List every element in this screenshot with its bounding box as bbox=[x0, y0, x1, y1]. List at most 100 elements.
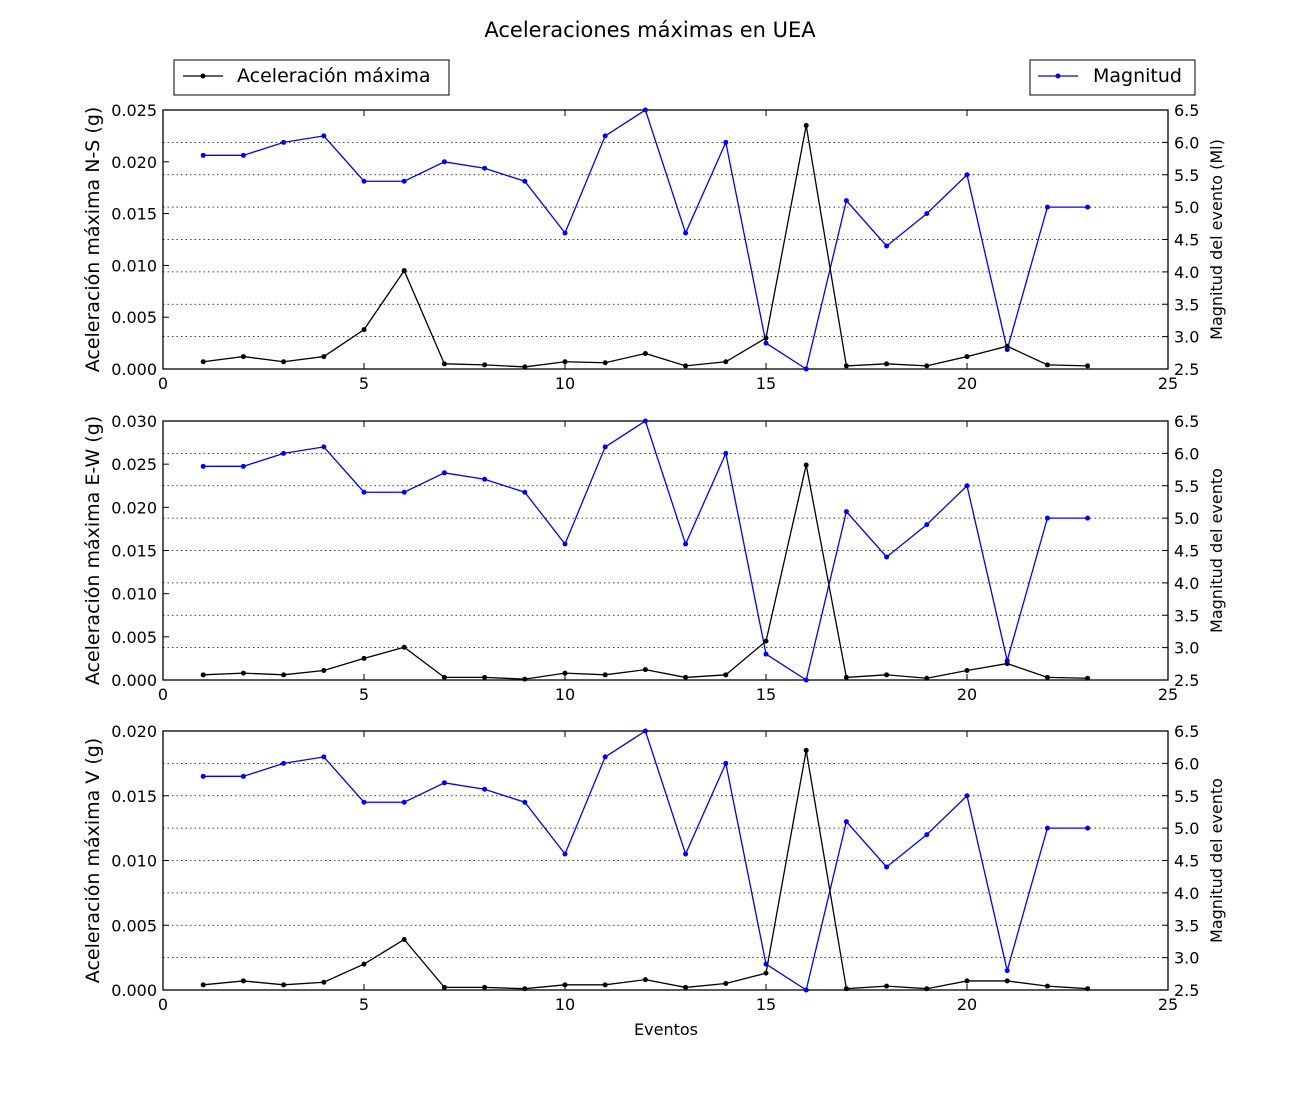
y-right-tick-label: 4.5 bbox=[1174, 231, 1199, 250]
acceleration-point bbox=[723, 981, 729, 987]
acceleration-point bbox=[441, 674, 447, 680]
magnitude-point bbox=[401, 799, 407, 805]
acceleration-point bbox=[361, 655, 367, 661]
magnitude-point bbox=[240, 152, 246, 158]
magnitude-point bbox=[803, 987, 809, 993]
acceleration-point bbox=[240, 978, 246, 984]
y-tick-label: 0.020 bbox=[111, 498, 157, 517]
y-right-tick-label: 5.0 bbox=[1174, 509, 1199, 528]
plot-frame bbox=[162, 109, 1169, 370]
magnitude-point bbox=[964, 172, 970, 178]
acceleration-point bbox=[1004, 978, 1010, 984]
acceleration-point bbox=[884, 672, 890, 678]
y-right-tick-label: 2.5 bbox=[1174, 671, 1199, 690]
y-right-tick-label: 3.5 bbox=[1174, 295, 1199, 314]
y-tick-label: 0.000 bbox=[111, 981, 157, 1000]
magnitude-point bbox=[1085, 515, 1091, 521]
acceleration-point bbox=[1085, 363, 1091, 369]
acceleration-point bbox=[763, 335, 769, 341]
acceleration-point bbox=[200, 359, 206, 365]
x-tick-label: 10 bbox=[555, 685, 575, 704]
y-right-tick-label: 6.5 bbox=[1174, 101, 1199, 120]
acceleration-point bbox=[1044, 674, 1050, 680]
magnitude-point bbox=[642, 728, 648, 734]
y-right-tick-label: 5.5 bbox=[1174, 787, 1199, 806]
y-right-axis-label: Magnitud del evento (Ml) bbox=[1207, 139, 1226, 340]
acceleration-point bbox=[602, 360, 608, 366]
acceleration-point bbox=[602, 672, 608, 678]
x-tick-label: 5 bbox=[359, 374, 369, 393]
y-right-axis-label: Magnitud del evento bbox=[1207, 778, 1226, 943]
acceleration-point bbox=[522, 986, 528, 992]
acceleration-point bbox=[1044, 983, 1050, 989]
x-tick-label: 5 bbox=[359, 685, 369, 704]
magnitude-point bbox=[763, 340, 769, 346]
y-tick-label: 0.025 bbox=[111, 455, 157, 474]
magnitude-point bbox=[924, 211, 930, 217]
magnitude-point bbox=[1044, 515, 1050, 521]
y-tick-label: 0.010 bbox=[111, 852, 157, 871]
acceleration-point bbox=[522, 364, 528, 370]
x-axis-label: Eventos bbox=[634, 1020, 698, 1039]
magnitude-point bbox=[441, 470, 447, 476]
acceleration-point bbox=[401, 936, 407, 942]
acceleration-point bbox=[642, 350, 648, 356]
y-tick-label: 0.015 bbox=[111, 542, 157, 561]
magnitude-point bbox=[763, 651, 769, 657]
magnitude-point bbox=[281, 139, 287, 145]
magnitude-point bbox=[642, 107, 648, 113]
y-right-tick-label: 4.0 bbox=[1174, 884, 1199, 903]
y-axis-label: Aceleración máxima N-S (g) bbox=[82, 107, 104, 373]
acceleration-point bbox=[321, 668, 327, 674]
magnitude-point bbox=[723, 760, 729, 766]
x-tick-label: 0 bbox=[158, 374, 168, 393]
legend-acceleration-marker bbox=[200, 73, 206, 79]
magnitude-point bbox=[723, 139, 729, 145]
y-right-tick-label: 6.5 bbox=[1174, 412, 1199, 431]
x-tick-label: 25 bbox=[1158, 374, 1178, 393]
y-right-tick-label: 3.5 bbox=[1174, 916, 1199, 935]
magnitude-point bbox=[240, 773, 246, 779]
magnitude-point bbox=[884, 864, 890, 870]
acceleration-point bbox=[522, 676, 528, 682]
magnitude-point bbox=[964, 793, 970, 799]
acceleration-point bbox=[361, 327, 367, 333]
magnitude-point bbox=[1085, 825, 1091, 831]
acceleration-point bbox=[281, 672, 287, 678]
magnitude-point bbox=[1044, 825, 1050, 831]
panel-3: 0 5 10 15 20 25 0.000 0.005 0.010 0.015 0.020 2.5 3.… bbox=[82, 722, 1226, 1014]
acceleration-point bbox=[1044, 362, 1050, 368]
y-tick-label: 0.005 bbox=[111, 628, 157, 647]
magnitude-point bbox=[482, 786, 488, 792]
x-tick-label: 15 bbox=[756, 374, 776, 393]
acceleration-point bbox=[200, 982, 206, 988]
acceleration-point bbox=[482, 362, 488, 368]
y-axis-label: Aceleración máxima E-W (g) bbox=[82, 416, 104, 685]
magnitude-point bbox=[683, 230, 689, 236]
magnitude-point bbox=[482, 165, 488, 171]
magnitude-point bbox=[1004, 968, 1010, 974]
magnitude-point bbox=[843, 819, 849, 825]
acceleration-point bbox=[321, 354, 327, 360]
magnitude-point bbox=[361, 178, 367, 184]
magnitude-point bbox=[321, 444, 327, 450]
magnitude-point bbox=[884, 243, 890, 249]
acceleration-point bbox=[401, 644, 407, 650]
y-tick-label: 0.020 bbox=[111, 722, 157, 741]
series-acceleration-line bbox=[203, 125, 1088, 368]
y-right-tick-label: 3.0 bbox=[1174, 639, 1199, 658]
acceleration-point bbox=[482, 984, 488, 990]
acceleration-point bbox=[1085, 675, 1091, 681]
acceleration-point bbox=[441, 984, 447, 990]
acceleration-point bbox=[884, 361, 890, 367]
acceleration-point bbox=[723, 672, 729, 678]
acceleration-point bbox=[763, 970, 769, 976]
acceleration-point bbox=[803, 123, 809, 129]
acceleration-point bbox=[482, 674, 488, 680]
y-tick-label: 0.000 bbox=[111, 360, 157, 379]
magnitude-point bbox=[281, 760, 287, 766]
y-right-tick-label: 3.0 bbox=[1174, 949, 1199, 968]
y-axis-label: Aceleración máxima V (g) bbox=[82, 738, 104, 983]
magnitude-point bbox=[562, 851, 568, 857]
acceleration-point bbox=[803, 747, 809, 753]
